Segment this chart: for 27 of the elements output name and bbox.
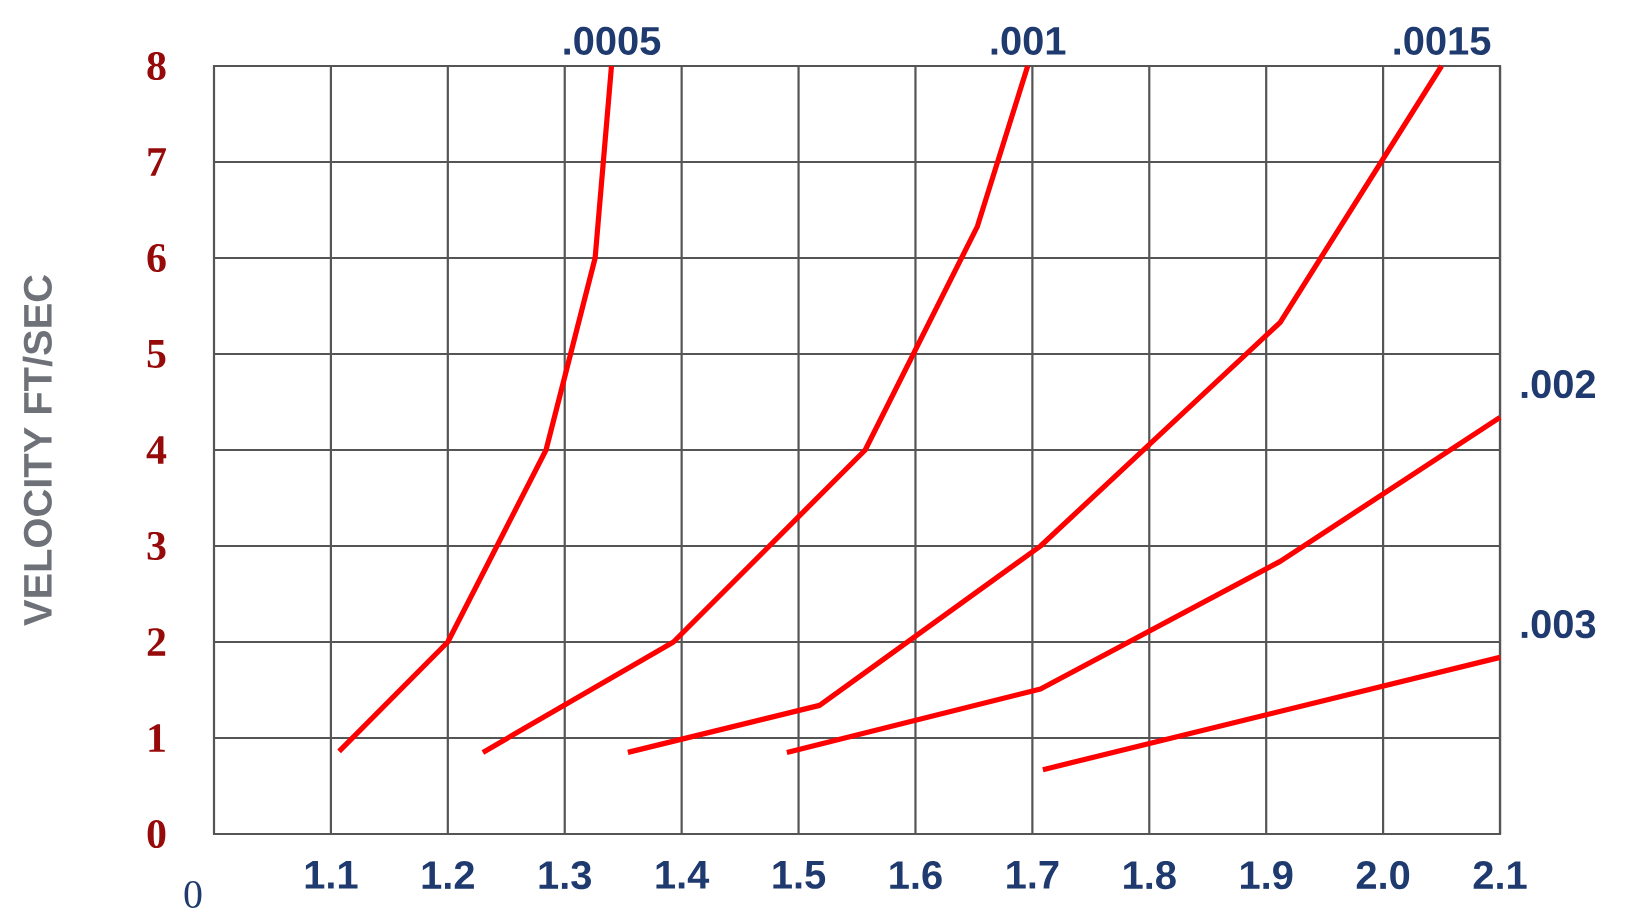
series-label: .001 [991,26,1066,55]
x-tick-label: 1.5 [773,861,826,889]
y-tick-label: 2 [147,628,166,656]
x-tick-label: 2.1 [1473,861,1527,889]
y-tick-label: 6 [147,243,166,273]
y-tick-label: 8 [147,51,166,81]
series-label: .002 [1521,370,1596,399]
series-label: .0015 [1394,26,1491,55]
y-tick-label: 5 [147,340,166,368]
y-tick-label: 7 [148,148,166,176]
x-tick-label: 1.2 [422,861,474,889]
x-tick-label: 2.0 [1356,861,1410,890]
x-tick-label: 1.9 [1241,861,1293,890]
x-tick-label: 1.7 [1007,861,1059,889]
text: 0 [184,881,202,908]
x-tick-label: 1.3 [539,861,591,890]
x-tick-label: 1.1 [305,861,358,889]
y-tick-label: 3 [147,531,166,561]
y-tick-label: 1 [149,724,165,752]
series-label: .003 [1521,610,1596,639]
y-tick-label: 0 [147,819,166,849]
x-tick-label: 1.4 [656,861,710,889]
x-tick-label: 1.6 [890,861,942,890]
y-tick-label: 4 [146,436,167,464]
y-axis-title: VELOCITY FT/SEC [22,275,53,626]
series-label: .0005 [564,26,661,55]
x-tick-label: 1.8 [1124,861,1176,890]
